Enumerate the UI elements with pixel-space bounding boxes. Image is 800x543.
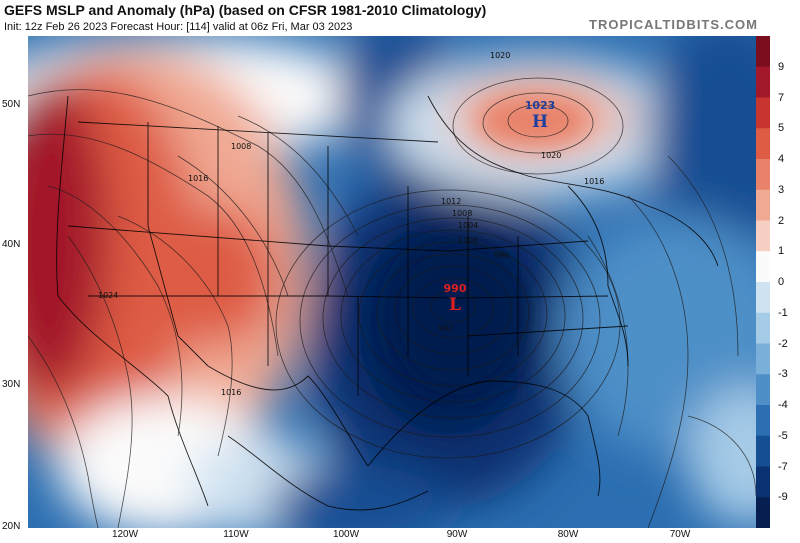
isobar-label: 1024: [98, 291, 118, 300]
colorbar-tick-label: 3: [778, 183, 785, 196]
isobar-labels: 1020 1020 1008 1012 1016 1016 1024 1016 …: [98, 51, 604, 397]
colorbar-swatch: [756, 128, 770, 160]
anomaly-colorbar: [756, 36, 770, 528]
lat-label: 40N: [2, 239, 21, 250]
forecast-map[interactable]: 1020 1020 1008 1012 1016 1016 1024 1016 …: [28, 36, 756, 528]
colorbar-tick-label: -5: [778, 429, 788, 442]
isobar-label: 1004: [458, 221, 478, 230]
high-pressure-center: 1023 H: [525, 99, 556, 132]
colorbar-swatch: [756, 220, 770, 252]
isobar-label: 1008: [231, 142, 251, 151]
lat-label: 50N: [2, 99, 21, 110]
colorbar-tick-label: 9: [778, 60, 785, 73]
colorbar-swatch: [756, 159, 770, 191]
colorbar-swatch: [756, 497, 770, 528]
isobar-label: 1012: [441, 197, 461, 206]
colorbar-swatch: [756, 435, 770, 467]
colorbar-swatch: [756, 66, 770, 98]
colorbar-tick-label: -9: [778, 491, 788, 504]
political-boundaries: [56, 95, 719, 511]
high-pressure-value: 1023: [525, 99, 556, 112]
lat-label: 20N: [2, 521, 21, 532]
lon-label: 120W: [111, 529, 139, 540]
colorbar-swatch: [756, 97, 770, 129]
forecast-info: Init: 12z Feb 26 2023 Forecast Hour: [11…: [4, 21, 353, 33]
colorbar-tick-label: 5: [778, 122, 785, 135]
colorbar-swatch: [756, 466, 770, 498]
colorbar-tick-label: -1: [778, 306, 788, 319]
colorbar-tick-label: -3: [778, 368, 788, 381]
lat-label: 30N: [2, 379, 21, 390]
brand-watermark: TROPICALTIDBITS.COM: [589, 17, 758, 32]
isobar-label: 1008: [452, 209, 472, 218]
lon-label: 100W: [332, 529, 360, 540]
colorbar-swatch: [756, 36, 770, 68]
isobar-label: 1020: [541, 151, 561, 160]
anomaly-core: [388, 96, 588, 396]
colorbar-tick-label: -7: [778, 460, 788, 473]
colorbar-tick-label: -4: [778, 399, 788, 411]
colorbar-tick-label: 1: [778, 245, 785, 258]
isobar-label: 996: [494, 251, 509, 260]
isobar-label: 1020: [490, 51, 510, 60]
anomaly-field: [28, 36, 756, 528]
isobar-label: 1016: [221, 388, 241, 397]
colorbar-swatch: [756, 405, 770, 437]
colorbar-tick-label: 7: [778, 91, 785, 104]
isobars: [28, 77, 756, 528]
colorbar-swatch: [756, 374, 770, 406]
lon-label: 80W: [557, 529, 579, 540]
colorbar-swatch: [756, 312, 770, 344]
map-canvas: 1020 1020 1008 1012 1016 1016 1024 1016 …: [28, 36, 756, 528]
colorbar-tick-label: 2: [778, 214, 785, 227]
isobar-label: 1016: [188, 174, 208, 183]
colorbar-tick-label: 4: [778, 153, 785, 165]
lon-label: 110W: [223, 529, 249, 540]
colorbar-swatch: [756, 251, 770, 283]
isobar-label: 1016: [584, 177, 604, 186]
low-pressure-value: 990: [444, 282, 467, 295]
isobar-label: 992: [438, 324, 453, 333]
colorbar-tick-label: 0: [778, 276, 785, 288]
colorbar-tick-label: -2: [778, 337, 788, 350]
lon-label: 70W: [669, 529, 691, 540]
colorbar-swatch: [756, 343, 770, 375]
high-pressure-symbol: H: [532, 112, 548, 132]
low-pressure-center: 990 L: [444, 282, 467, 315]
colorbar-swatch: [756, 282, 770, 314]
map-title: GEFS MSLP and Anomaly (hPa) (based on CF…: [4, 2, 487, 18]
low-pressure-symbol: L: [449, 295, 461, 315]
isobar-label: 1000: [458, 236, 478, 245]
lon-label: 90W: [446, 529, 468, 540]
colorbar-swatch: [756, 189, 770, 221]
